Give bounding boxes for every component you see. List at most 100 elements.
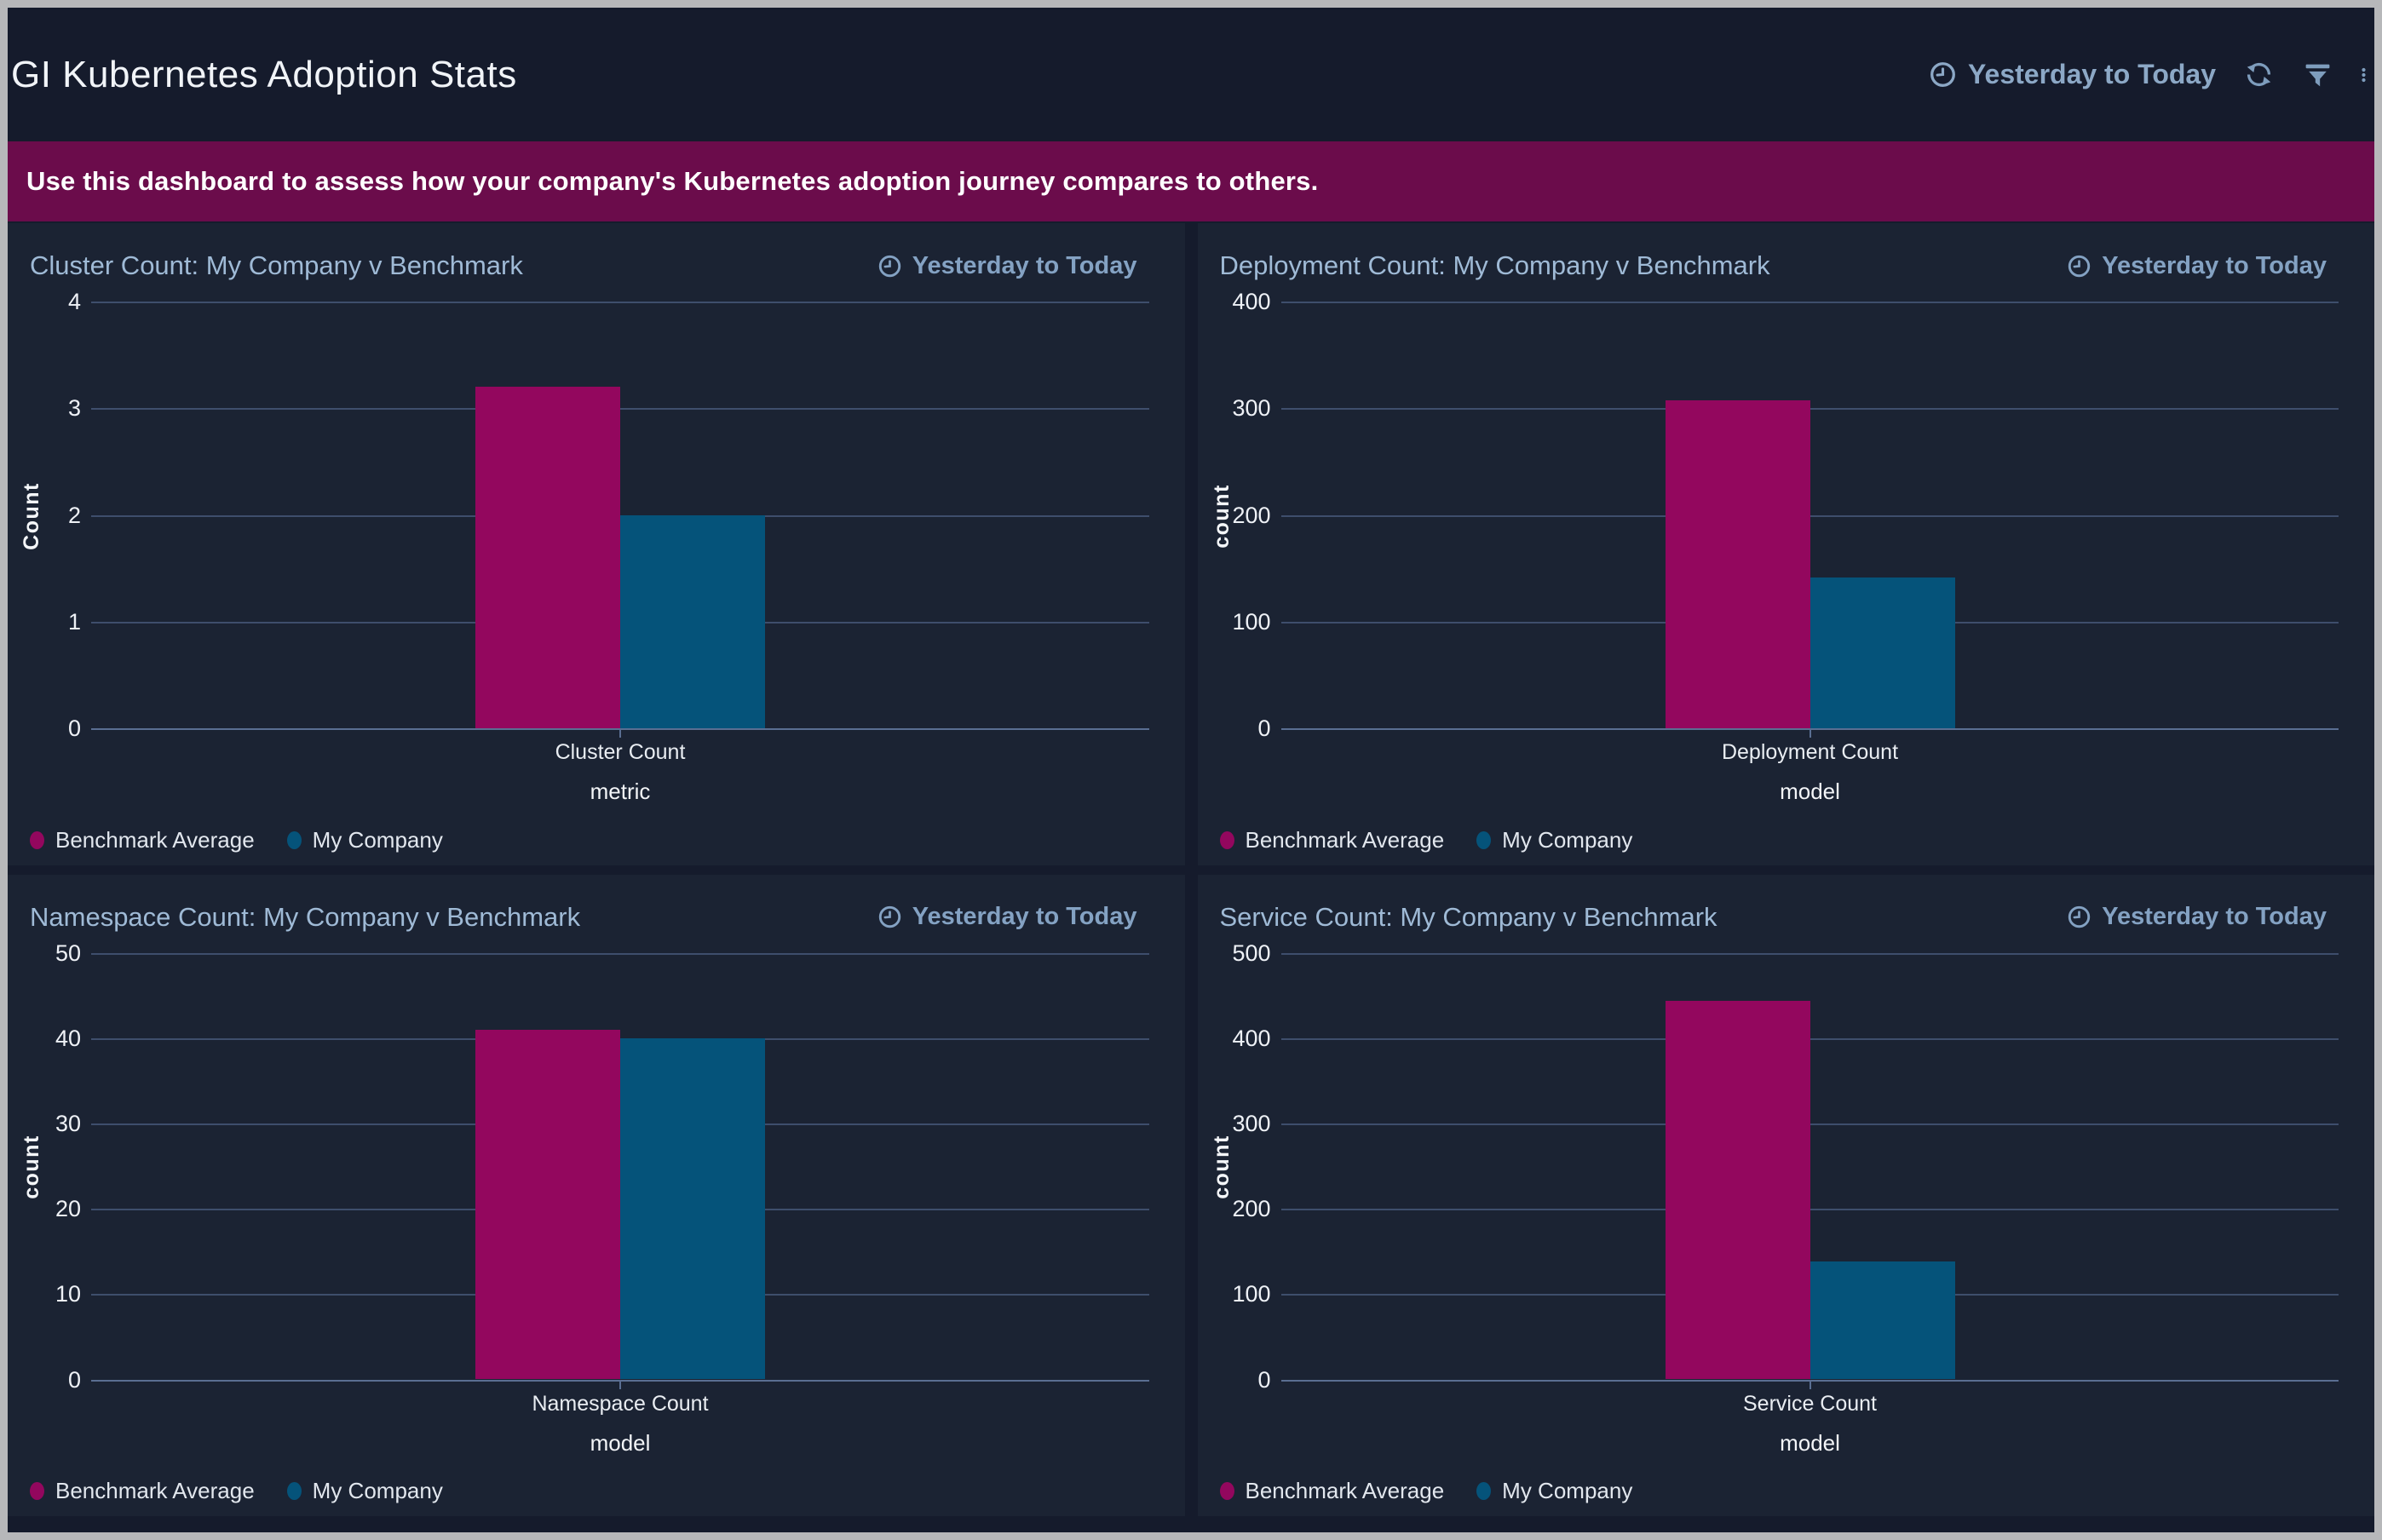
info-banner-text: Use this dashboard to assess how your co… [26,166,1319,196]
legend: Benchmark Average My Company [30,1478,443,1504]
legend: Benchmark Average My Company [1219,1478,1632,1504]
bar-my-company[interactable] [1810,578,1955,728]
x-axis-title: model [1780,779,1840,804]
y-tick-label: 1 [67,608,81,635]
legend-swatch [1476,1482,1492,1500]
legend-label: Benchmark Average [1245,1478,1445,1503]
clock-icon [877,905,902,929]
topbar-controls: Yesterday to Today [1929,58,2369,92]
bar-my-company[interactable] [1810,1261,1955,1380]
chart-panel: Namespace Count: My Company v Benchmark Y… [8,874,1185,1516]
chart-panel-header: Deployment Count: My Company v Benchmark… [1198,223,2375,296]
page-title: GI Kubernetes Adoption Stats [11,53,517,95]
y-tick-label: 2 [67,502,81,528]
panel-time-range[interactable]: Yesterday to Today [2067,903,2327,931]
gridline [1280,952,2339,955]
chart-panel: Deployment Count: My Company v Benchmark… [1197,223,2375,865]
chart-title: Namespace Count: My Company v Benchmark [30,901,581,932]
plot-area: 0 1 2 3 4 Count [8,289,1185,741]
y-tick-label: 0 [67,715,81,741]
chart-panel-header: Cluster Count: My Company v Benchmark Yes… [8,223,1185,296]
y-tick-label: 200 [1232,502,1271,528]
y-tick-label: 200 [1232,1196,1271,1222]
legend-item[interactable]: My Company [286,1478,443,1504]
panel-time-range[interactable]: Yesterday to Today [877,252,1137,280]
plot-area: 0 100 200 300 400 500 count [1198,940,2375,1393]
dashboard-time-range-label: Yesterday to Today [1967,59,2216,89]
x-axis-tick-mark [619,730,621,738]
y-axis-title: Count [20,481,43,550]
y-tick-label: 30 [55,1110,81,1136]
chart-panel-header: Namespace Count: My Company v Benchmark Y… [8,875,1185,948]
y-tick-label: 400 [1232,1025,1271,1051]
clock-icon [2067,905,2091,929]
legend-label: My Company [312,826,443,853]
legend-item[interactable]: Benchmark Average [1219,827,1444,853]
y-tick-label: 0 [1257,1366,1271,1393]
legend-label: My Company [1502,1478,1633,1503]
panel-time-range[interactable]: Yesterday to Today [2067,252,2327,280]
bar-my-company[interactable] [620,514,765,728]
x-axis-tick-mark [619,1381,621,1389]
bar-benchmark-average[interactable] [1665,1000,1810,1380]
gridline [91,728,1149,730]
chart-panel-header: Service Count: My Company v Benchmark Yes… [1198,875,2375,948]
legend-label: My Company [312,1478,443,1503]
bar-benchmark-average[interactable] [475,387,620,728]
bar-my-company[interactable] [620,1037,765,1380]
legend-item[interactable]: Benchmark Average [30,827,255,853]
y-tick-label: 40 [55,1025,81,1051]
panel-time-range-label: Yesterday to Today [2102,251,2327,279]
x-axis-title: model [590,1429,651,1456]
bar-benchmark-average[interactable] [475,1029,620,1380]
plot-area: 0 100 200 300 400 count [1198,289,2375,741]
y-tick-label: 10 [55,1281,81,1307]
legend-label: My Company [1502,826,1633,853]
legend-swatch [1219,830,1234,849]
y-tick-label: 400 [1232,289,1271,314]
gridline [1280,302,2339,303]
legend-item[interactable]: My Company [1476,827,1632,853]
bar-benchmark-average[interactable] [1665,400,1810,728]
y-tick-label: 0 [1257,715,1271,741]
panel-time-range-label: Yesterday to Today [912,251,1137,279]
panel-time-range[interactable]: Yesterday to Today [877,903,1137,931]
dashboard-screen: GI Kubernetes Adoption Stats Yesterday t… [8,8,2374,1532]
clock-icon [2067,254,2091,279]
x-tick-label: Namespace Count [532,1391,709,1416]
legend-swatch [30,830,44,849]
gridline [1280,728,2339,730]
gridline [91,1379,1149,1382]
dashboard-time-range[interactable]: Yesterday to Today [1929,59,2216,90]
kebab-menu-icon[interactable] [2361,58,2373,92]
x-tick-label: Cluster Count [555,740,686,764]
x-axis-title: model [1780,1429,1840,1456]
legend-label: Benchmark Average [55,1478,255,1503]
legend: Benchmark Average My Company [30,827,443,853]
y-axis-title: count [20,1135,43,1199]
top-bar: GI Kubernetes Adoption Stats Yesterday t… [8,8,2374,141]
plot-area: 0 10 20 30 40 50 count [8,940,1185,1393]
y-tick-label: 4 [67,289,81,314]
x-tick-label: Service Count [1742,1391,1878,1416]
filter-icon[interactable] [2302,59,2333,90]
legend-item[interactable]: Benchmark Average [1219,1478,1445,1504]
refresh-icon[interactable] [2243,59,2275,90]
chart-panel: Cluster Count: My Company v Benchmark Yes… [8,223,1185,865]
clock-icon [877,254,902,279]
info-banner: Use this dashboard to assess how your co… [8,141,2374,221]
legend-item[interactable]: Benchmark Average [30,1478,255,1504]
legend-item[interactable]: My Company [1476,1478,1632,1504]
y-tick-label: 100 [1232,1281,1271,1307]
legend-item[interactable]: My Company [286,826,443,853]
panel-time-range-label: Yesterday to Today [2102,903,2327,930]
chart-title: Service Count: My Company v Benchmark [1219,901,1717,932]
y-tick-label: 100 [1232,608,1271,635]
legend-swatch [30,1482,44,1500]
x-axis-tick-mark [1809,1381,1811,1389]
x-tick-label: Deployment Count [1721,740,1899,764]
legend-swatch [286,1482,302,1500]
y-tick-label: 0 [67,1366,81,1393]
x-axis-title: metric [590,779,651,804]
chart-panel: Service Count: My Company v Benchmark Yes… [1197,874,2375,1516]
